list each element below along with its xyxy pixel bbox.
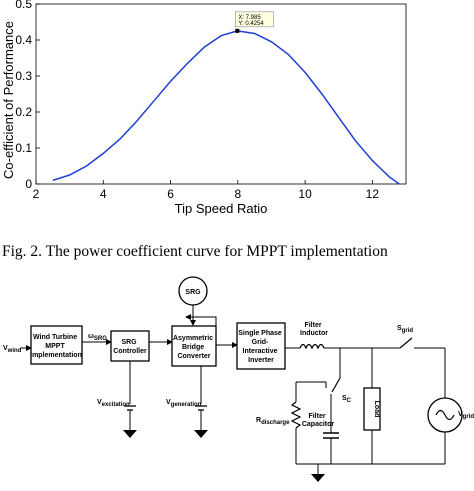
x-tick-label: 10 [298, 187, 312, 201]
converter-label: Asymmetric Bridge Converter [173, 335, 215, 360]
peak-marker [235, 28, 240, 33]
circuit-diagram: Vwind Wind Turbine MPPT Implementation ω… [3, 276, 474, 482]
y-tick-label: 0.1 [15, 141, 32, 155]
y-tick-label: 0.3 [15, 69, 32, 83]
cp-curve [52, 30, 400, 185]
load-label: Load [373, 401, 380, 418]
x-tick-label: 2 [33, 187, 40, 201]
filter-capacitor-label: Filter Capacitor [302, 413, 335, 428]
omega-srg-label: ωSRG [88, 333, 107, 342]
grid-interactive-inverter-block [236, 322, 286, 370]
srg-controller-block [110, 330, 150, 362]
x-tick-label: 8 [234, 187, 241, 201]
y-tick-label: 0.5 [15, 0, 32, 11]
s-grid-label: Sgrid [397, 325, 413, 334]
datatip-x: X: 7.985 [238, 15, 261, 21]
figure-caption: Fig. 2. The power coefficient curve for … [2, 243, 388, 260]
filter-inductor [299, 343, 325, 350]
v-excitation-label: Vexcitation [97, 399, 130, 408]
x-axis-label: Tip Speed Ratio [175, 201, 268, 216]
circuit-ground-icon [311, 474, 325, 482]
excitation-ground-icon [123, 430, 137, 438]
v-grid-label: Vgrid [458, 411, 474, 420]
r-discharge-resistor [290, 401, 302, 429]
y-tick-label: 0.4 [15, 33, 32, 47]
plot-frame [35, 3, 407, 185]
filter-inductor-label: Filter Inductor [300, 322, 328, 337]
v-generation-label: Vgeneration [166, 399, 202, 408]
x-tick-label: 6 [167, 187, 174, 201]
s-grid-switch [399, 337, 413, 349]
wind-turbine-label: Wind Turbine MPPT Implementation [30, 334, 82, 359]
wind-turbine-mppt-block [30, 325, 83, 365]
y-axis-label: Co-efficient of Performance [1, 21, 16, 179]
y-tick-label: 0.2 [15, 105, 32, 119]
srg-machine-label: SRG [185, 289, 201, 296]
ac-wave-icon [435, 409, 455, 421]
v-wind-label: Vwind [3, 345, 22, 354]
x-tick-label: 12 [366, 187, 380, 201]
generation-ground-icon [194, 430, 208, 438]
s-c-label: SC [342, 395, 352, 404]
inverter-label: Single Phase Grid- Interactive Inverter [238, 330, 284, 364]
asymmetric-bridge-converter-block [171, 325, 217, 367]
datatip-y: Y: 0.4254 [238, 21, 264, 27]
cp-chart: 0 0.1 0.2 0.3 0.4 0.5 2 4 6 8 10 12 X: 7.985 Y: 0.… [1, 0, 407, 216]
y-tick-label: 0 [25, 177, 32, 191]
r-discharge-label: Rdischarge [256, 417, 290, 426]
srg-controller-label: SRG Controller [113, 339, 147, 355]
datatip: X: 7.985 Y: 0.4254 [235, 11, 274, 28]
sc-switch [331, 377, 341, 393]
x-tick-label: 4 [100, 187, 107, 201]
